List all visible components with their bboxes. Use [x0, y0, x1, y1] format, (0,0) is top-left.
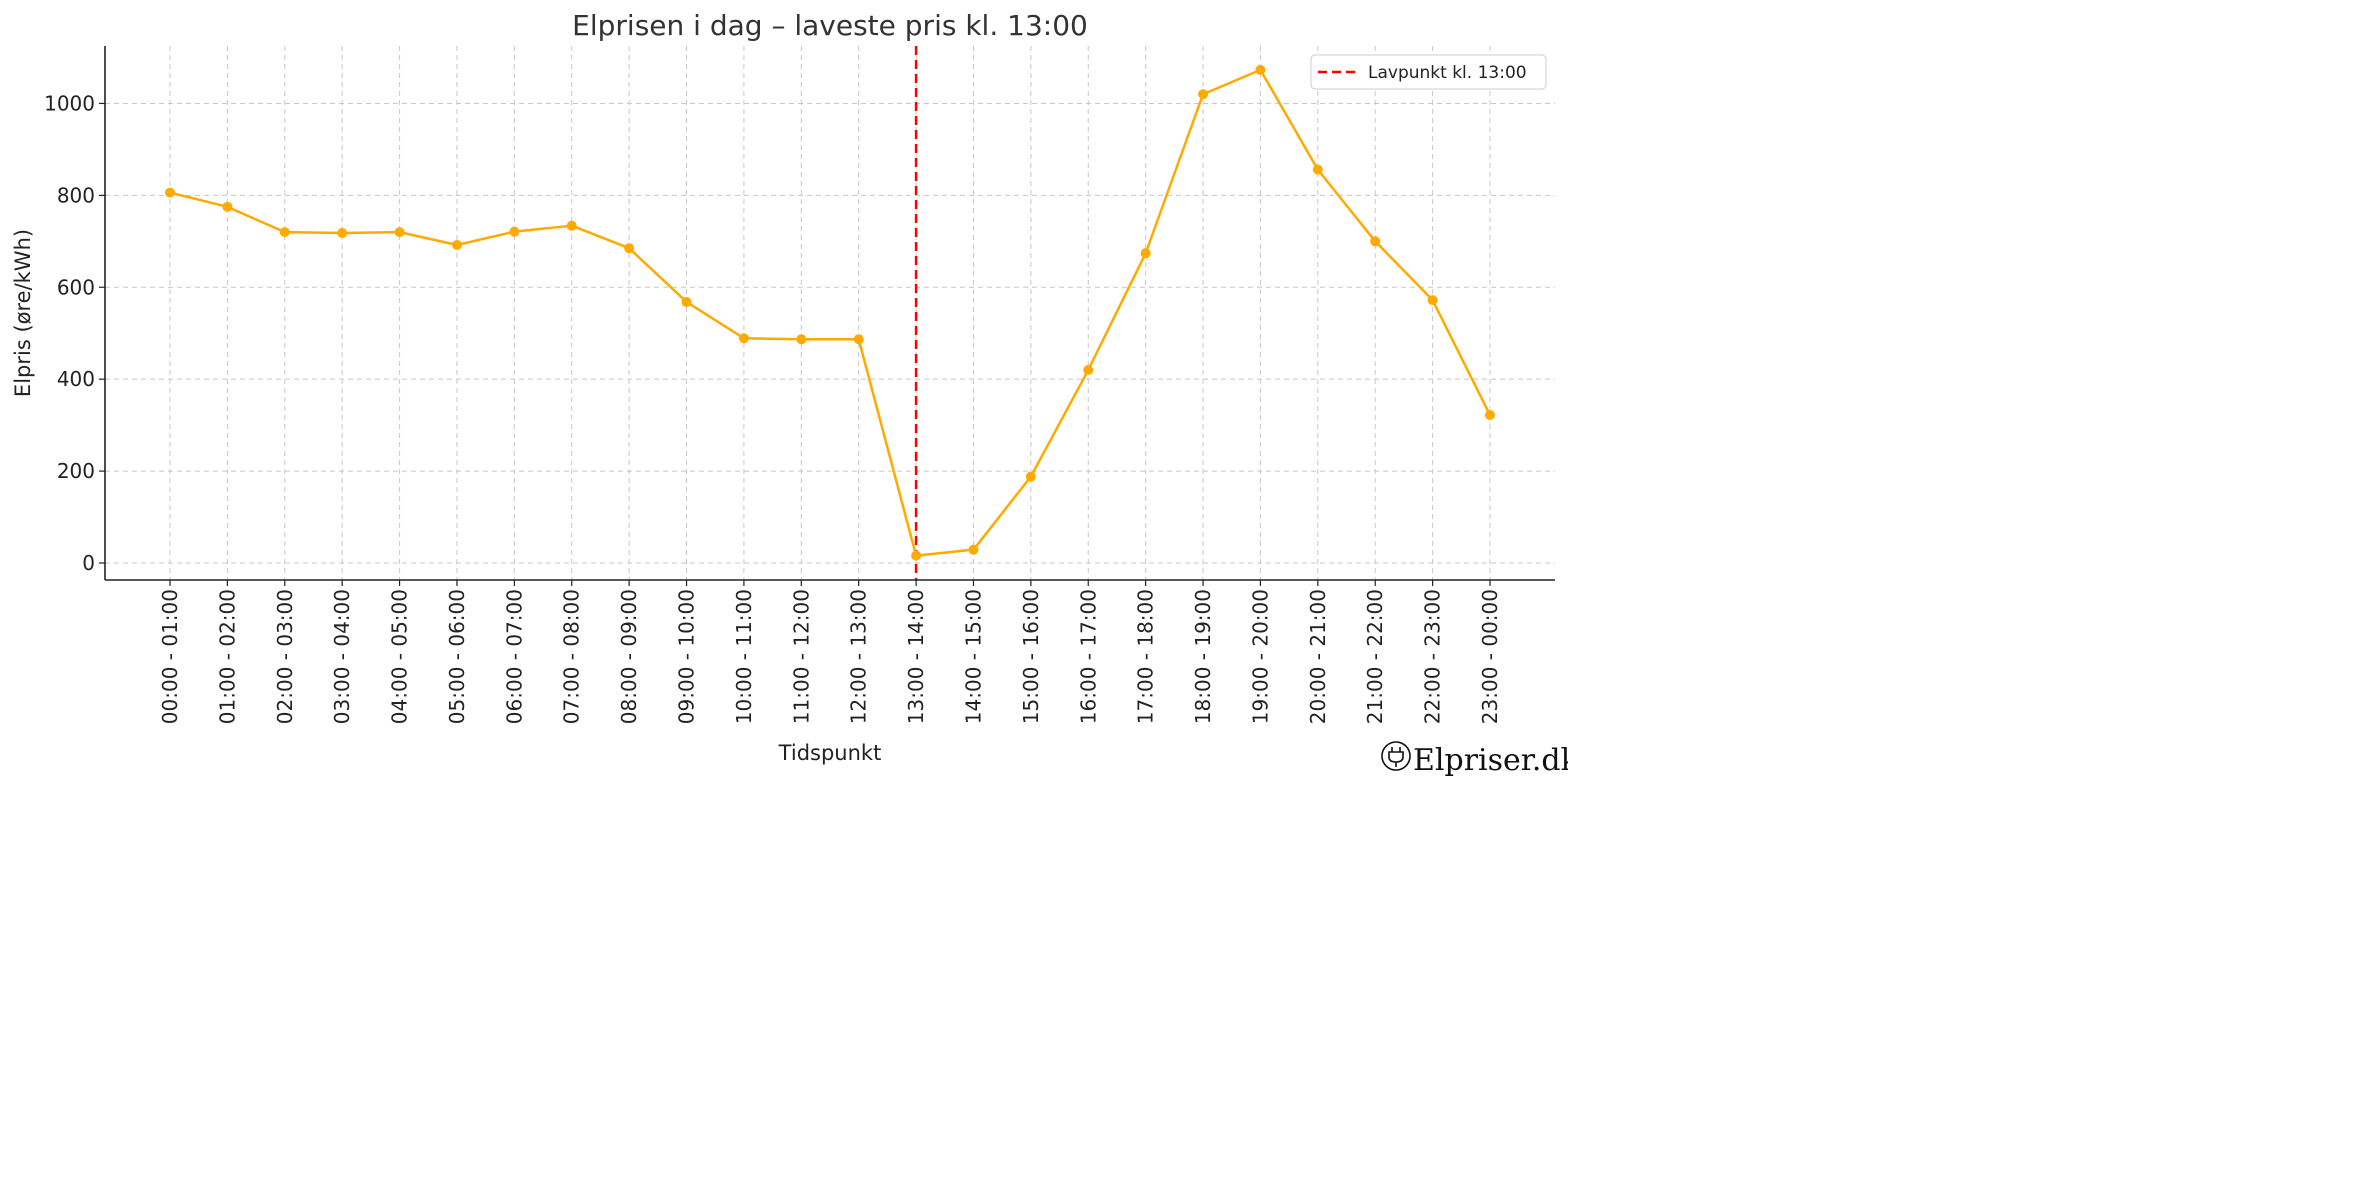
- x-tick-label: 19:00 - 20:00: [1248, 589, 1272, 724]
- data-point: [337, 228, 348, 239]
- y-axis-label: Elpris (øre/kWh): [11, 229, 35, 397]
- data-point: [451, 239, 462, 250]
- data-point: [1255, 64, 1266, 75]
- line-chart: Elprisen i dag – laveste pris kl. 13:00 …: [11, 9, 1568, 778]
- x-tick-label: 16:00 - 17:00: [1076, 589, 1100, 724]
- x-tick-label: 23:00 - 00:00: [1478, 589, 1502, 724]
- x-axis-label: Tidspunkt: [778, 741, 882, 765]
- watermark-text: Elpriser.dk: [1413, 743, 1568, 778]
- data-point: [853, 334, 864, 345]
- data-point: [1025, 471, 1036, 482]
- x-tick-label: 18:00 - 19:00: [1191, 589, 1215, 724]
- axes: [99, 46, 1555, 586]
- y-tick-labels: 0 200 400 600 800 1000: [44, 91, 95, 575]
- data-point: [1083, 364, 1094, 375]
- x-tick-label: 11:00 - 12:00: [789, 589, 813, 724]
- data-point: [222, 201, 233, 212]
- chart-container: Elprisen i dag – laveste pris kl. 13:00 …: [0, 0, 1568, 780]
- x-tick-label: 04:00 - 05:00: [388, 589, 412, 724]
- data-point: [1140, 248, 1151, 259]
- y-tick-label: 600: [57, 275, 95, 299]
- legend-box: [1310, 54, 1547, 90]
- x-tick-label: 08:00 - 09:00: [617, 589, 641, 724]
- x-tick-label: 10:00 - 11:00: [732, 589, 756, 724]
- data-point: [1198, 89, 1209, 100]
- x-tick-label: 14:00 - 15:00: [961, 589, 985, 724]
- x-tick-label: 13:00 - 14:00: [904, 589, 928, 724]
- watermark: Elpriser.dk: [1381, 741, 1568, 778]
- data-point: [566, 220, 577, 231]
- x-tick-label: 12:00 - 13:00: [847, 589, 871, 724]
- data-point: [1427, 295, 1438, 306]
- data-point: [738, 333, 749, 344]
- chart-title: Elprisen i dag – laveste pris kl. 13:00: [572, 9, 1088, 42]
- y-tick-label: 200: [57, 459, 95, 483]
- x-tick-label: 17:00 - 18:00: [1134, 589, 1158, 724]
- x-tick-label: 07:00 - 08:00: [560, 589, 584, 724]
- data-point: [279, 227, 290, 238]
- data-point: [911, 550, 922, 561]
- data-point: [681, 296, 692, 307]
- y-tick-label: 800: [57, 183, 95, 207]
- plug-icon: [1381, 741, 1411, 771]
- data-point: [1370, 236, 1381, 247]
- x-tick-label: 09:00 - 10:00: [675, 589, 699, 724]
- x-tick-label: 20:00 - 21:00: [1306, 589, 1330, 724]
- x-tick-label: 22:00 - 23:00: [1421, 589, 1445, 724]
- x-tick-labels: 00:00 - 01:00 01:00 - 02:00 02:00 - 03:00 0…: [158, 589, 1502, 724]
- data-point: [624, 243, 635, 254]
- x-tick-label: 06:00 - 07:00: [502, 589, 526, 724]
- legend: Lavpunkt kl. 13:00: [1310, 54, 1547, 90]
- y-tick-label: 1000: [44, 91, 95, 115]
- grid: [105, 46, 1555, 580]
- legend-label: Lavpunkt kl. 13:00: [1368, 63, 1527, 83]
- data-point: [165, 187, 175, 198]
- x-tick-label: 21:00 - 22:00: [1363, 589, 1387, 724]
- x-tick-label: 03:00 - 04:00: [330, 589, 354, 724]
- series-line: [169, 68, 1492, 557]
- x-tick-label: 02:00 - 03:00: [273, 589, 297, 724]
- data-point: [968, 544, 979, 555]
- x-tick-label: 15:00 - 16:00: [1019, 589, 1043, 724]
- y-tick-label: 0: [82, 551, 95, 575]
- x-tick-label: 01:00 - 02:00: [215, 589, 239, 724]
- series-layer: [165, 64, 1495, 561]
- x-tick-label: 05:00 - 06:00: [445, 589, 469, 724]
- x-tick-label: 00:00 - 01:00: [158, 589, 182, 724]
- data-point: [1312, 164, 1323, 175]
- y-tick-label: 400: [57, 367, 95, 391]
- data-point: [796, 334, 807, 345]
- data-point: [1485, 410, 1495, 421]
- data-point: [509, 226, 520, 237]
- data-point: [394, 227, 405, 238]
